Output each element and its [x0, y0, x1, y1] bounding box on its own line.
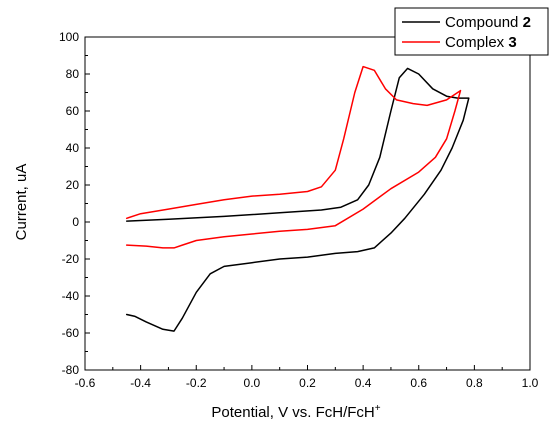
- y-tick-label: 40: [66, 141, 80, 155]
- legend-label-complex: Complex 3: [445, 34, 517, 51]
- y-tick-label: -40: [62, 289, 80, 303]
- plot-frame: [84, 36, 531, 371]
- x-axis: -0.6 -0.4 -0.2 0.0 0.2 0.4 0.6 0.8 1.0: [75, 365, 539, 390]
- y-tick-label: 80: [66, 67, 80, 81]
- x-tick-label: 0.6: [410, 376, 427, 390]
- x-tick-label: -0.2: [186, 376, 207, 390]
- x-tick-label: 0.8: [466, 376, 483, 390]
- series-line-compound-2: [125, 67, 470, 332]
- x-tick-label: -0.4: [130, 376, 151, 390]
- y-tick-label: -80: [62, 363, 80, 377]
- legend-box: [394, 7, 549, 56]
- y-tick-label: -60: [62, 326, 80, 340]
- x-tick-label: 0.2: [299, 376, 316, 390]
- legend: Compound 2 Complex 3: [394, 7, 549, 56]
- y-tick-label: -20: [62, 252, 80, 266]
- x-tick-label: -0.6: [75, 376, 96, 390]
- plot-area: [84, 36, 531, 371]
- x-tick-label: 1.0: [522, 376, 539, 390]
- y-tick-label: 0: [72, 215, 79, 229]
- y-tick-label: 60: [66, 104, 80, 118]
- y-tick-label: 100: [59, 30, 79, 44]
- legend-label-compound: Compound 2: [445, 14, 531, 31]
- x-axis-title: Potential, V vs. FcH/FcH+: [211, 403, 380, 421]
- y-axis-title: Current, uA: [13, 164, 30, 241]
- y-axis: -80 -60 -40 -20 0 20 40 60 80 100: [59, 30, 90, 377]
- series-layer: [125, 65, 470, 332]
- x-tick-label: 0.4: [355, 376, 372, 390]
- y-tick-label: 20: [66, 178, 80, 192]
- series-line-complex-3: [125, 65, 462, 249]
- x-tick-label: 0.0: [244, 376, 261, 390]
